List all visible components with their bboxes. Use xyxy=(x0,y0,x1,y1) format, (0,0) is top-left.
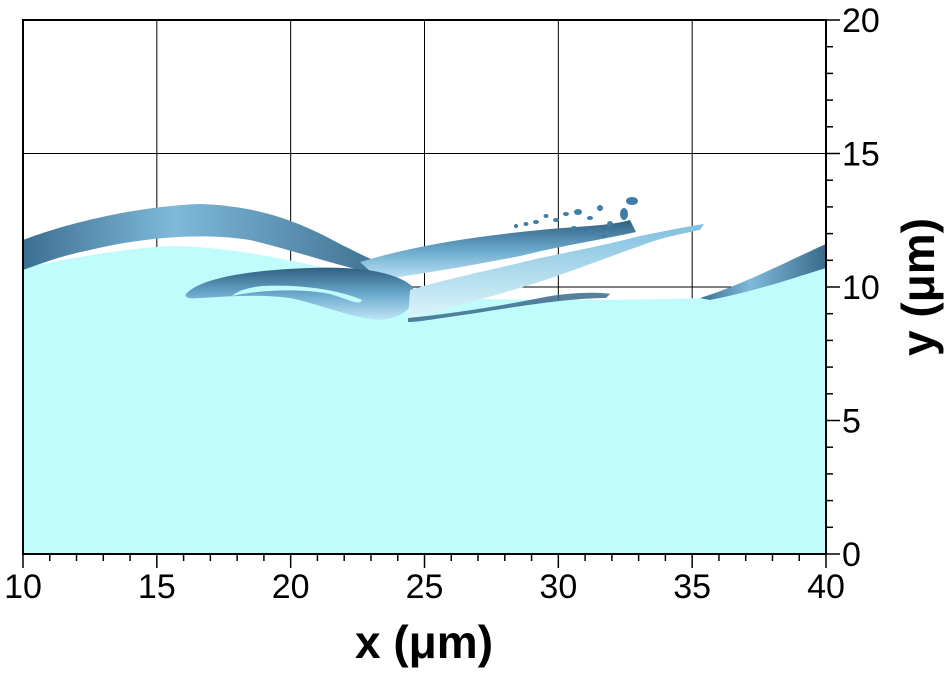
x-tick-labels: 10 15 20 25 30 35 40 xyxy=(4,568,845,606)
droplet xyxy=(586,229,594,235)
x-tick-label: 10 xyxy=(4,568,42,606)
y-tick-label: 0 xyxy=(842,536,861,574)
droplet xyxy=(587,216,593,220)
droplet xyxy=(533,220,539,224)
jet-body xyxy=(408,224,704,320)
droplet xyxy=(543,214,549,218)
droplet xyxy=(607,221,613,227)
axis-ticks xyxy=(22,19,840,568)
droplet xyxy=(571,226,577,230)
spray-droplets xyxy=(514,197,638,238)
droplet xyxy=(553,218,559,222)
droplet xyxy=(563,212,569,216)
x-axis-title: x (μm) xyxy=(355,616,493,668)
y-tick-label: 5 xyxy=(842,403,861,441)
droplet xyxy=(626,197,638,205)
droplet xyxy=(523,222,529,226)
y-tick-labels: 0 5 10 15 20 xyxy=(842,2,880,574)
lower-curl xyxy=(185,267,415,320)
x-tick-label: 35 xyxy=(673,568,711,606)
x-tick-label: 15 xyxy=(138,568,176,606)
left-crest-sheet xyxy=(23,204,400,276)
y-tick-label: 15 xyxy=(842,136,880,174)
curl-inner-gap xyxy=(232,285,362,303)
x-tick-label: 30 xyxy=(539,568,577,606)
upper-sheet xyxy=(360,220,636,280)
droplet xyxy=(597,205,603,211)
droplet xyxy=(620,208,628,220)
right-trough-surface xyxy=(700,244,826,300)
x-tick-label: 25 xyxy=(406,568,444,606)
jet-underside xyxy=(408,292,610,322)
droplet xyxy=(558,230,562,234)
x-tick-label: 20 xyxy=(272,568,310,606)
droplet xyxy=(601,234,607,238)
droplet xyxy=(574,209,582,215)
droplet xyxy=(514,224,518,228)
x-tick-label: 40 xyxy=(807,568,845,606)
liquid-bulk xyxy=(23,246,826,554)
y-axis-title: y (μm) xyxy=(892,218,944,356)
y-tick-label: 10 xyxy=(842,269,880,307)
y-tick-label: 20 xyxy=(842,2,880,40)
wave-surface xyxy=(23,204,826,554)
